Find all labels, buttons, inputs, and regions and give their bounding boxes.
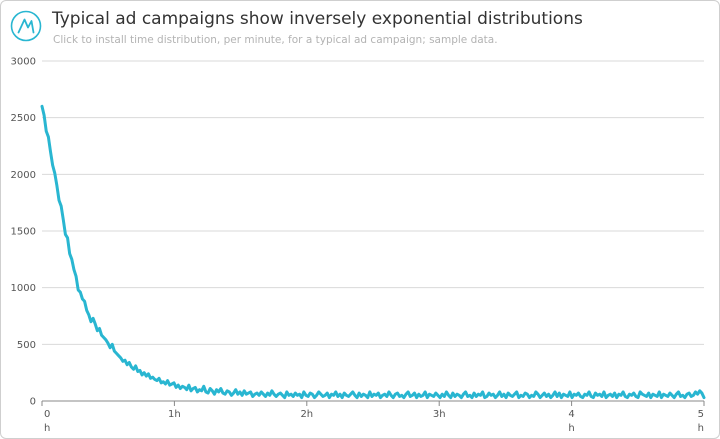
- y-tick-label: 2500: [11, 113, 36, 124]
- y-tick-label: 1500: [11, 227, 36, 238]
- chart-title: Typical ad campaigns show inversely expo…: [52, 9, 583, 29]
- x-tick-label: 3h: [433, 409, 446, 420]
- y-tick-label: 2000: [11, 170, 36, 181]
- x-tick-label: 4: [568, 409, 574, 420]
- x-tick-label: 0: [44, 409, 50, 420]
- y-tick-label: 3000: [11, 57, 36, 68]
- x-tick-sublabel: h: [568, 423, 574, 434]
- x-tick-label: 5: [698, 409, 704, 420]
- y-tick-label: 500: [17, 340, 36, 351]
- series-line: [40, 104, 706, 400]
- chart-subtitle: Click to install time distribution, per …: [53, 34, 498, 46]
- x-tick-label: 2h: [300, 409, 313, 420]
- y-tick-label: 0: [30, 397, 36, 408]
- brand-logo-icon: [10, 10, 42, 42]
- y-tick-label: 1000: [11, 283, 36, 294]
- x-tick-label: 1h: [168, 409, 181, 420]
- x-tick-sublabel: h: [44, 423, 50, 434]
- x-tick-sublabel: h: [698, 423, 704, 434]
